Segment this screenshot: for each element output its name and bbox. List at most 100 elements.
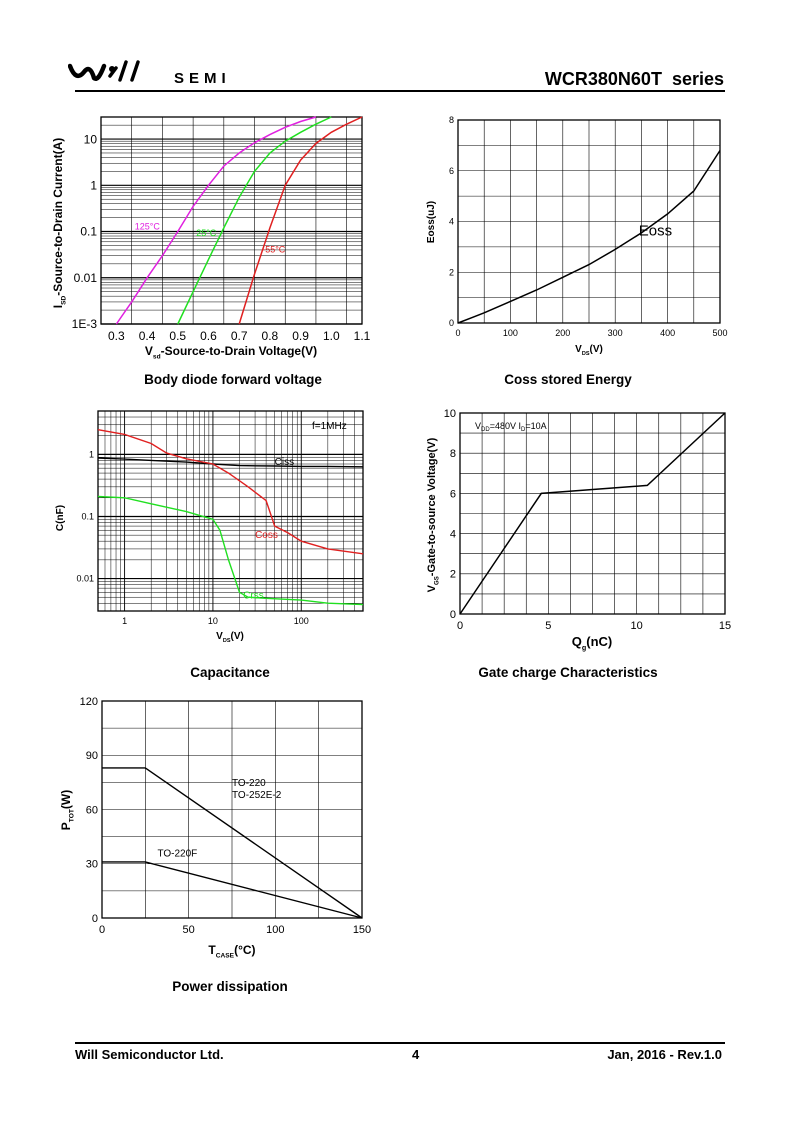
series-label-0: 125°C <box>135 222 161 232</box>
series-label-0: TO-252E-2 <box>232 790 282 801</box>
series-label-0: Ciss <box>275 457 294 468</box>
x-tick-label: 15 <box>719 620 731 632</box>
series-label-2: -55°C <box>262 245 286 255</box>
series-line-0 <box>97 457 364 468</box>
x-tick-label: 0.3 <box>108 329 125 343</box>
y-tick-label: 6 <box>450 488 456 500</box>
caption-body-diode: Body diode forward voltage <box>144 372 322 387</box>
y-tick-label: 120 <box>80 696 98 708</box>
series-line-0 <box>102 767 363 919</box>
x-tick-label: 10 <box>208 616 218 626</box>
series-label-0: TO-220 <box>232 778 266 789</box>
y-axis-label: PTOT(W) <box>59 790 76 830</box>
series-line-1 <box>102 861 363 919</box>
company-logo <box>67 60 168 84</box>
y-axis-label: ISD-Source-to-Drain Current(A) <box>51 138 68 309</box>
y-tick-label: 60 <box>86 804 98 816</box>
y-tick-label: 1E-3 <box>72 317 98 331</box>
series-label-2: Crss <box>243 590 264 601</box>
footer-page-number: 4 <box>412 1047 420 1062</box>
chart-capacitance: 1 10 100 0.01 0.1 1 Ciss Coss Crss f=1MHz VDS(V) C(… <box>55 410 364 644</box>
x-tick-label: 100 <box>266 924 284 936</box>
annotation-condition: VDD=480V ID=10A <box>475 421 547 433</box>
plot-frame <box>100 116 363 325</box>
x-axis-label: VDS(V) <box>575 344 603 357</box>
brand-text: SEMI <box>174 70 231 87</box>
y-tick-label: 2 <box>450 569 456 581</box>
x-tick-label: 500 <box>712 328 727 338</box>
y-tick-label: 0 <box>449 318 454 328</box>
chart-body-diode: 0.3 0.4 0.5 0.6 0.7 0.8 0.9 1.0 1.1 1E-3 0.01 0.1 1 1… <box>51 116 371 361</box>
x-axis-label: Qg(nC) <box>572 634 613 652</box>
x-tick-label: 0.5 <box>169 329 186 343</box>
y-tick-label: 1 <box>90 178 97 192</box>
series-line-0 <box>457 150 721 324</box>
series-label-1: Coss <box>255 530 278 541</box>
x-tick-label: 50 <box>183 924 195 936</box>
x-tick-label: 1 <box>122 616 127 626</box>
y-tick-label: 0.1 <box>80 225 97 239</box>
caption-gate-charge: Gate charge Characteristics <box>478 665 658 680</box>
y-axis-label: C(nF) <box>55 505 66 531</box>
header-rule <box>75 90 725 92</box>
x-tick-label: 0.6 <box>200 329 217 343</box>
y-tick-label: 0 <box>92 913 98 925</box>
series-line-2 <box>97 495 364 606</box>
y-tick-label: 4 <box>450 528 456 540</box>
chart-gate-charge: 0 5 10 15 0 2 4 6 8 10 VDD=480V ID=10A Qg(nC) VGS-Ga… <box>426 408 731 652</box>
series-line-2 <box>238 116 363 325</box>
plot-frame <box>101 700 363 919</box>
y-tick-label: 0.01 <box>76 574 94 584</box>
series-label-1: TO-220F <box>157 849 197 860</box>
x-tick-label: 0.4 <box>139 329 156 343</box>
x-tick-label: 100 <box>294 616 309 626</box>
footer-company: Will Semiconductor Ltd. <box>75 1047 224 1062</box>
x-tick-label: 0.7 <box>231 329 248 343</box>
footer-rule <box>75 1042 725 1044</box>
y-tick-label: 6 <box>449 166 454 176</box>
plot-frame <box>457 119 721 324</box>
y-tick-label: 10 <box>444 408 456 420</box>
series-line-1 <box>97 429 364 555</box>
y-tick-label: 2 <box>449 267 454 277</box>
plot-frame <box>97 410 364 612</box>
part-number: WCR380N60T series <box>544 69 724 89</box>
y-axis-label: VGS-Gate-to-source Voltage(V) <box>426 437 440 592</box>
x-tick-label: 0.9 <box>292 329 309 343</box>
y-tick-label: 4 <box>449 217 454 227</box>
plot-frame <box>459 412 726 615</box>
y-tick-label: 0.01 <box>74 271 98 285</box>
x-tick-label: 300 <box>608 328 623 338</box>
y-tick-label: 8 <box>449 115 454 125</box>
annotation-eoss: Eoss <box>639 222 672 239</box>
x-tick-label: 0.8 <box>262 329 279 343</box>
caption-eoss: Coss stored Energy <box>504 372 632 387</box>
x-tick-label: 100 <box>503 328 518 338</box>
y-tick-label: 10 <box>84 132 98 146</box>
y-tick-label: 1 <box>89 450 94 460</box>
x-axis-label: Vsd-Source-to-Drain Voltage(V) <box>145 344 317 361</box>
x-axis-label: TCASE(°C) <box>208 943 255 960</box>
footer-revision: Jan, 2016 - Rev.1.0 <box>607 1047 722 1062</box>
y-axis-label: Eoss(uJ) <box>426 201 437 243</box>
chart-eoss: 0 100 200 300 400 500 0 2 4 6 8 Eoss VDS(V) Eoss(uJ) <box>426 115 728 357</box>
x-tick-label: 0 <box>455 328 460 338</box>
y-tick-label: 0.1 <box>81 512 94 522</box>
series-line-1 <box>177 116 332 325</box>
caption-capacitance: Capacitance <box>190 665 270 680</box>
x-tick-label: 1.1 <box>354 329 371 343</box>
series-line-0 <box>459 412 726 615</box>
series-label-1: 25°C <box>196 228 217 238</box>
series-line-0 <box>115 116 317 325</box>
caption-power: Power dissipation <box>172 979 288 994</box>
y-tick-label: 0 <box>450 609 456 621</box>
x-tick-label: 10 <box>631 620 643 632</box>
y-tick-label: 90 <box>86 750 98 762</box>
x-tick-label: 5 <box>545 620 551 632</box>
y-tick-label: 8 <box>450 448 456 460</box>
x-tick-label: 200 <box>555 328 570 338</box>
annotation-frequency: f=1MHz <box>312 421 347 432</box>
x-tick-label: 0 <box>457 620 463 632</box>
x-tick-label: 1.0 <box>323 329 340 343</box>
